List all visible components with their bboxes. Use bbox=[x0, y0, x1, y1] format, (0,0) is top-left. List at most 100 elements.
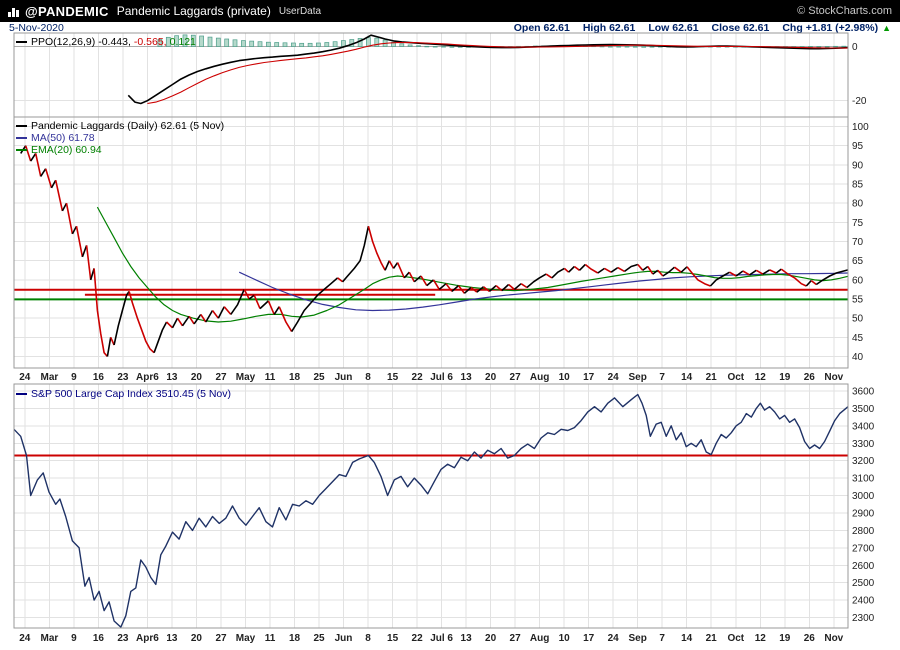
svg-text:27: 27 bbox=[215, 372, 227, 383]
svg-text:7: 7 bbox=[659, 633, 665, 644]
chart-title: Pandemic Laggards (private) bbox=[116, 4, 271, 18]
copyright-label: © StockCharts.com bbox=[797, 5, 892, 17]
quote-low: Low 62.61 bbox=[648, 21, 699, 34]
svg-text:Apr6: Apr6 bbox=[136, 372, 159, 383]
svg-text:17: 17 bbox=[583, 372, 595, 383]
svg-text:50: 50 bbox=[852, 314, 864, 325]
svg-text:19: 19 bbox=[779, 633, 791, 644]
svg-text:19: 19 bbox=[779, 372, 791, 383]
svg-text:3500: 3500 bbox=[852, 404, 875, 415]
svg-text:80: 80 bbox=[852, 199, 864, 210]
svg-text:24: 24 bbox=[19, 372, 31, 383]
svg-text:May: May bbox=[236, 633, 256, 644]
ma50-legend-row: MA(50) 61.78 bbox=[16, 132, 224, 144]
svg-text:3600: 3600 bbox=[852, 387, 875, 398]
ppo-panel-plot: 0 -20 bbox=[13, 32, 867, 118]
svg-text:40: 40 bbox=[852, 352, 864, 363]
main-x-axis: 24 Mar 9 16 23 Apr6 13 20 27 May 11 18 25 Jun 8 15 22 Jul… bbox=[19, 372, 843, 383]
svg-text:16: 16 bbox=[93, 372, 105, 383]
svg-text:15: 15 bbox=[387, 372, 399, 383]
svg-text:26: 26 bbox=[804, 372, 816, 383]
svg-text:18: 18 bbox=[289, 633, 301, 644]
sp500-panel-legend: S&P 500 Large Cap Index 3510.45 (5 Nov) bbox=[16, 388, 231, 400]
svg-text:2800: 2800 bbox=[852, 526, 875, 537]
svg-text:65: 65 bbox=[852, 256, 864, 267]
svg-text:0: 0 bbox=[852, 42, 858, 53]
svg-text:9: 9 bbox=[71, 372, 77, 383]
svg-text:Mar: Mar bbox=[41, 633, 59, 644]
svg-text:20: 20 bbox=[191, 633, 203, 644]
svg-text:18: 18 bbox=[289, 372, 301, 383]
svg-text:17: 17 bbox=[583, 633, 595, 644]
chart-header: @PANDEMIC Pandemic Laggards (private) Us… bbox=[0, 0, 900, 22]
svg-text:16: 16 bbox=[93, 633, 105, 644]
ppo-line-swatch bbox=[16, 41, 27, 44]
svg-text:3000: 3000 bbox=[852, 491, 875, 502]
ppo-indicator-label: PPO(12,26,9) -0.443, -0.565, 0.121 bbox=[16, 36, 196, 48]
svg-text:14: 14 bbox=[681, 633, 693, 644]
svg-text:13: 13 bbox=[166, 372, 178, 383]
userdata-label: UserData bbox=[278, 5, 322, 17]
ma50-line-swatch bbox=[16, 137, 27, 140]
ema20-legend-row: EMA(20) 60.94 bbox=[16, 144, 224, 156]
change-up-arrow-icon: ▲ bbox=[882, 22, 891, 33]
svg-text:27: 27 bbox=[215, 633, 227, 644]
svg-text:15: 15 bbox=[387, 633, 399, 644]
svg-text:Aug: Aug bbox=[530, 633, 549, 644]
svg-text:-20: -20 bbox=[852, 96, 867, 107]
svg-text:75: 75 bbox=[852, 218, 864, 229]
svg-text:2300: 2300 bbox=[852, 613, 875, 624]
svg-text:Oct: Oct bbox=[727, 372, 744, 383]
svg-text:Jul 6: Jul 6 bbox=[430, 372, 453, 383]
svg-text:Jun: Jun bbox=[335, 633, 353, 644]
svg-text:10: 10 bbox=[559, 372, 571, 383]
quote-change: Chg +1.81 (+2.98%) bbox=[782, 21, 879, 34]
quote-open: Open 62.61 bbox=[513, 21, 570, 34]
svg-text:23: 23 bbox=[117, 372, 129, 383]
svg-text:Jun: Jun bbox=[335, 372, 353, 383]
quote-high: High 62.61 bbox=[582, 21, 636, 34]
svg-text:25: 25 bbox=[313, 633, 325, 644]
svg-text:26: 26 bbox=[804, 633, 816, 644]
svg-text:45: 45 bbox=[852, 333, 864, 344]
svg-text:3100: 3100 bbox=[852, 474, 875, 485]
svg-text:8: 8 bbox=[365, 372, 371, 383]
symbol-label: @PANDEMIC bbox=[25, 3, 109, 19]
sp-x-axis: 24 Mar 9 16 23 Apr6 13 20 27 May 11 18 25 Jun 8 15 22 Jul… bbox=[19, 633, 843, 644]
quote-date: 5-Nov-2020 bbox=[9, 21, 64, 34]
svg-text:13: 13 bbox=[166, 633, 178, 644]
svg-text:8: 8 bbox=[365, 633, 371, 644]
svg-text:27: 27 bbox=[510, 633, 522, 644]
svg-text:2700: 2700 bbox=[852, 543, 875, 554]
svg-text:24: 24 bbox=[19, 633, 31, 644]
stockcharts-logo-icon bbox=[8, 6, 19, 17]
svg-text:20: 20 bbox=[485, 372, 497, 383]
svg-text:70: 70 bbox=[852, 237, 864, 248]
svg-text:14: 14 bbox=[681, 372, 693, 383]
ema20-line-swatch bbox=[16, 149, 27, 152]
svg-text:60: 60 bbox=[852, 275, 864, 286]
svg-text:Mar: Mar bbox=[41, 372, 59, 383]
svg-text:21: 21 bbox=[706, 633, 718, 644]
quote-close: Close 62.61 bbox=[711, 21, 770, 34]
svg-text:2500: 2500 bbox=[852, 578, 875, 589]
main-panel-legend: Pandemic Laggards (Daily) 62.61 (5 Nov) … bbox=[16, 120, 224, 156]
sp500-line-swatch bbox=[16, 393, 27, 396]
svg-text:Apr6: Apr6 bbox=[136, 633, 159, 644]
svg-text:55: 55 bbox=[852, 295, 864, 306]
price-line-swatch bbox=[16, 125, 27, 128]
svg-text:24: 24 bbox=[608, 633, 620, 644]
svg-text:3200: 3200 bbox=[852, 456, 875, 467]
svg-text:23: 23 bbox=[117, 633, 129, 644]
quote-row: 5-Nov-2020 Open 62.61 High 62.61 Low 62.… bbox=[0, 21, 900, 34]
svg-text:25: 25 bbox=[313, 372, 325, 383]
svg-text:3400: 3400 bbox=[852, 421, 875, 432]
svg-text:12: 12 bbox=[755, 633, 767, 644]
price-legend-row: Pandemic Laggards (Daily) 62.61 (5 Nov) bbox=[16, 120, 224, 132]
svg-text:90: 90 bbox=[852, 160, 864, 171]
svg-text:Aug: Aug bbox=[530, 372, 549, 383]
svg-text:22: 22 bbox=[412, 633, 424, 644]
svg-text:2400: 2400 bbox=[852, 596, 875, 607]
svg-text:95: 95 bbox=[852, 141, 864, 152]
